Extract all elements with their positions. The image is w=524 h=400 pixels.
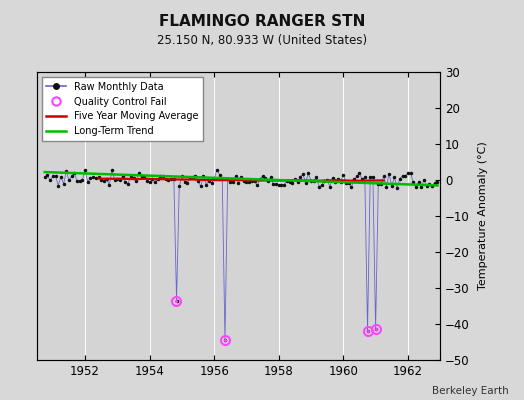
Y-axis label: Temperature Anomaly (°C): Temperature Anomaly (°C) <box>478 142 488 290</box>
Text: FLAMINGO RANGER STN: FLAMINGO RANGER STN <box>159 14 365 29</box>
Legend: Raw Monthly Data, Quality Control Fail, Five Year Moving Average, Long-Term Tren: Raw Monthly Data, Quality Control Fail, … <box>41 77 203 141</box>
Text: Berkeley Earth: Berkeley Earth <box>432 386 508 396</box>
Text: 25.150 N, 80.933 W (United States): 25.150 N, 80.933 W (United States) <box>157 34 367 47</box>
